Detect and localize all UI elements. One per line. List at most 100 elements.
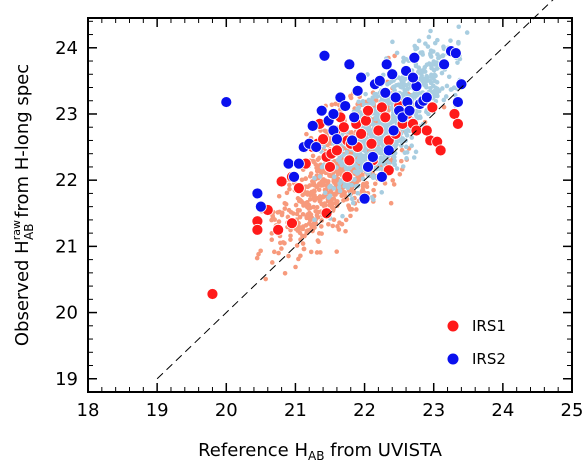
irs2-background-point bbox=[426, 34, 432, 40]
irs1-background-point bbox=[308, 227, 313, 233]
irs1-background-point bbox=[314, 250, 320, 255]
irs2-point bbox=[251, 187, 264, 200]
irs2-point bbox=[386, 68, 399, 81]
irs2-background-point bbox=[394, 50, 400, 56]
irs2-background-point bbox=[328, 183, 333, 189]
irs1-point bbox=[355, 127, 368, 140]
irs2-background-point bbox=[456, 41, 461, 46]
irs2-background-point bbox=[404, 83, 410, 88]
irs1-background-point bbox=[310, 153, 316, 159]
y-tick-label: 23 bbox=[55, 104, 78, 125]
irs2-background-point bbox=[345, 185, 351, 191]
irs2-background-point bbox=[413, 149, 419, 155]
irs1-point bbox=[362, 104, 374, 117]
irs2-background-point bbox=[421, 76, 426, 82]
y-axis-label-main: Observed H bbox=[12, 240, 33, 346]
irs2-background-point bbox=[331, 174, 337, 180]
irs1-background-point bbox=[316, 231, 322, 236]
irs1-background-point bbox=[364, 180, 370, 186]
irs1-background-point bbox=[390, 178, 396, 183]
irs2-point bbox=[455, 78, 468, 91]
irs1-background-point bbox=[318, 250, 323, 255]
irs1-background-point bbox=[316, 209, 321, 215]
irs1-point bbox=[341, 170, 354, 183]
irs1-background-point bbox=[331, 217, 337, 223]
irs2-background-point bbox=[336, 185, 342, 190]
irs2-background-point bbox=[400, 164, 406, 169]
irs2-background-point bbox=[404, 156, 409, 161]
irs1-background-point bbox=[286, 253, 291, 259]
irs2-background-point bbox=[424, 75, 430, 80]
irs2-point bbox=[331, 133, 343, 146]
irs2-point bbox=[346, 134, 359, 147]
irs1-background-point bbox=[319, 224, 324, 229]
legend-label-irs2: IRS2 bbox=[472, 350, 506, 368]
irs1-background-point bbox=[334, 249, 340, 254]
irs1-point bbox=[317, 133, 329, 146]
irs1-background-point bbox=[311, 204, 316, 210]
irs1-background-point bbox=[305, 192, 311, 197]
irs1-background-point bbox=[282, 270, 288, 276]
irs1-background-point bbox=[307, 174, 313, 179]
legend-marker-irs1 bbox=[447, 320, 459, 332]
irs1-background-point bbox=[315, 238, 321, 243]
irs1-background-point bbox=[288, 233, 293, 239]
y-axis-label: Observed HrawAB from H-long spec bbox=[10, 64, 36, 346]
irs2-background-point bbox=[432, 92, 437, 98]
irs2-background-point bbox=[366, 128, 371, 133]
irs2-point bbox=[382, 144, 395, 157]
irs2-background-point bbox=[418, 115, 423, 121]
irs1-background-point bbox=[282, 240, 287, 246]
irs2-point bbox=[306, 119, 319, 132]
irs1-background-point bbox=[308, 222, 313, 227]
x-tick-label: 23 bbox=[422, 400, 445, 421]
irs2-background-point bbox=[448, 38, 453, 43]
irs2-background-point bbox=[421, 69, 426, 74]
irs1-background-point bbox=[295, 207, 301, 213]
irs2-background-point bbox=[391, 160, 397, 166]
irs2-point bbox=[343, 58, 356, 71]
irs1-background-point bbox=[336, 227, 342, 232]
irs1-point bbox=[372, 124, 385, 137]
irs1-background-point bbox=[334, 199, 339, 204]
irs2-background-point bbox=[403, 144, 409, 150]
irs2-background-point bbox=[403, 130, 409, 136]
irs2-background-point bbox=[464, 30, 470, 35]
y-axis-label-tail: from H-long spec bbox=[12, 64, 33, 224]
irs2-background-point bbox=[423, 82, 429, 88]
x-tick-label: 18 bbox=[77, 400, 100, 421]
irs2-point bbox=[282, 157, 295, 170]
irs1-background-point bbox=[360, 184, 366, 189]
irs2-background-point bbox=[349, 182, 354, 188]
irs2-background-point bbox=[404, 150, 410, 155]
irs2-point bbox=[379, 86, 392, 99]
irs2-point bbox=[318, 49, 331, 62]
irs1-background-point bbox=[371, 187, 376, 193]
irs2-background-point bbox=[394, 166, 400, 171]
irs1-background-point bbox=[287, 182, 292, 188]
irs1-background-point bbox=[307, 183, 313, 188]
irs1-point bbox=[292, 182, 305, 195]
irs1-background-point bbox=[364, 184, 370, 189]
x-tick-label: 19 bbox=[146, 400, 169, 421]
irs2-point bbox=[452, 96, 464, 108]
irs1-point bbox=[286, 217, 298, 230]
irs2-background-point bbox=[411, 155, 417, 160]
irs2-point bbox=[254, 200, 267, 213]
irs1-background-point bbox=[306, 206, 312, 211]
irs1-background-point bbox=[326, 221, 331, 227]
x-tick-label: 21 bbox=[284, 400, 307, 421]
irs2-background-point bbox=[416, 70, 422, 75]
irs2-background-point bbox=[444, 83, 450, 89]
x-tick-label: 20 bbox=[215, 400, 238, 421]
irs1-point bbox=[343, 154, 356, 167]
irs1-background-point bbox=[275, 210, 281, 215]
irs2-background-point bbox=[385, 81, 390, 87]
irs2-background-point bbox=[441, 44, 446, 49]
irs2-background-point bbox=[337, 188, 343, 194]
irs1-background-point bbox=[287, 186, 292, 192]
irs2-point bbox=[449, 47, 462, 59]
irs2-background-point bbox=[455, 60, 460, 65]
irs2-background-point bbox=[363, 91, 368, 97]
irs1-background-point bbox=[321, 177, 326, 182]
